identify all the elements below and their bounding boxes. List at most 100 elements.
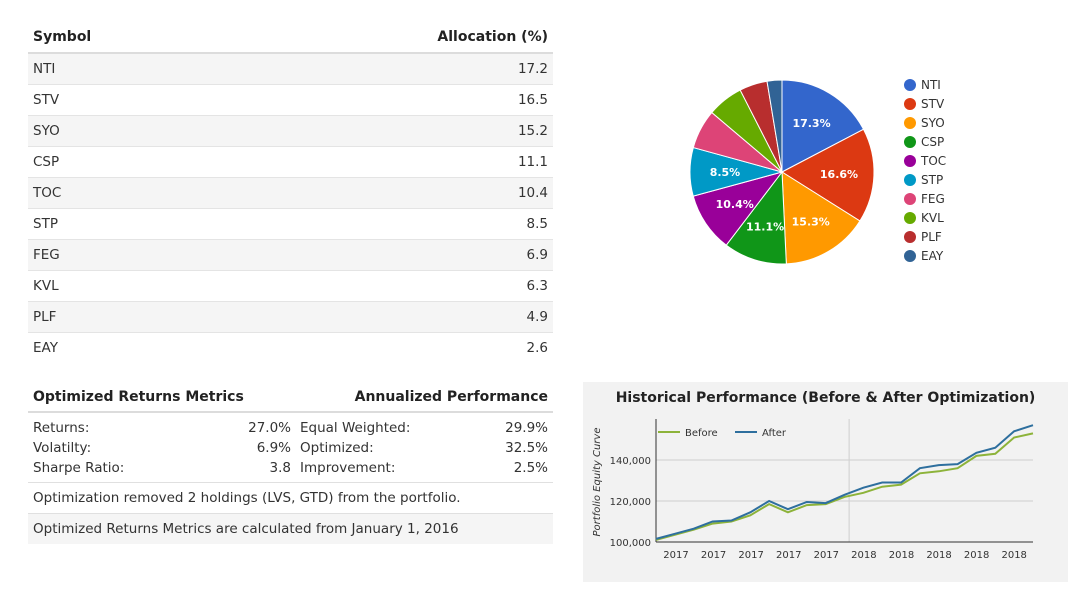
returns-value: 27.0%: [248, 420, 291, 436]
table-row: FEG 6.9: [28, 240, 553, 271]
x-tick-label: 2018: [851, 550, 876, 561]
x-tick-label: 2017: [776, 550, 801, 561]
calculation-period-note: Optimized Returns Metrics are calculated…: [28, 514, 553, 544]
legend-item-eay[interactable]: EAY: [921, 249, 944, 263]
legend-item-feg[interactable]: FEG: [921, 192, 945, 206]
symbol-cell: STV: [33, 92, 60, 108]
legend-swatch: [904, 79, 916, 91]
allocation-column-header: Allocation (%): [437, 29, 548, 45]
allocation-cell: 6.3: [526, 278, 548, 294]
legend-item-kvl[interactable]: KVL: [921, 211, 944, 225]
series-line-before[interactable]: [655, 432, 1034, 541]
x-tick-label: 2017: [814, 550, 839, 561]
improvement-value: 2.5%: [513, 460, 548, 476]
allocation-rows: NTI 17.2 STV 16.5 SYO 15.2 CSP 11.1 TOC 10.4 …: [28, 54, 553, 363]
symbol-cell: FEG: [33, 247, 60, 263]
legend-swatch: [904, 98, 916, 110]
performance-values: 29.9% 32.5% 2.5%: [450, 418, 548, 478]
legend-item-toc[interactable]: TOC: [920, 154, 946, 168]
legend-item-after[interactable]: After: [762, 428, 787, 439]
table-row: STP 8.5: [28, 209, 553, 240]
allocation-cell: 2.6: [526, 340, 548, 356]
line-chart-canvas: 2017 2017 2017 2017 2017 2018 2018 2018 2018 2018…: [592, 419, 1034, 561]
allocation-cell: 10.4: [517, 185, 548, 201]
table-row: KVL 6.3: [28, 271, 553, 302]
x-tick-label: 2018: [964, 550, 989, 561]
historical-performance-chart: Historical Performance (Before & After O…: [583, 382, 1068, 582]
symbol-cell: PLF: [33, 309, 57, 325]
symbol-cell: NTI: [33, 61, 56, 77]
optimized-value: 32.5%: [505, 440, 548, 456]
legend-swatch: [904, 193, 916, 205]
legend-item-csp[interactable]: CSP: [921, 135, 944, 149]
optimized-label: Optimized:: [300, 440, 374, 456]
pie-data-label: 15.3%: [792, 215, 830, 228]
symbol-cell: CSP: [33, 154, 60, 170]
returns-label: Returns:: [33, 420, 90, 436]
metrics-title: Optimized Returns Metrics: [33, 389, 244, 405]
legend-swatch: [904, 174, 916, 186]
sharpe-ratio-label: Sharpe Ratio:: [33, 460, 125, 476]
legend-item-stv[interactable]: STV: [921, 97, 945, 111]
pie-slice-syo[interactable]: [781, 171, 861, 265]
legend-swatch: [904, 212, 916, 224]
allocation-cell: 6.9: [526, 247, 548, 263]
symbol-cell: TOC: [33, 185, 62, 201]
series-line-after[interactable]: [655, 424, 1034, 540]
y-tick-label: 100,000: [610, 538, 651, 549]
legend-swatch: [904, 250, 916, 262]
allocation-cell: 4.9: [526, 309, 548, 325]
equal-weighted-label: Equal Weighted:: [300, 420, 411, 436]
performance-labels: Equal Weighted: Optimized: Improvement:: [291, 418, 450, 478]
allocation-cell: 15.2: [517, 123, 548, 139]
table-row: CSP 11.1: [28, 147, 553, 178]
table-row: PLF 4.9: [28, 302, 553, 333]
symbol-cell: KVL: [33, 278, 59, 294]
pie-data-label: 10.4%: [716, 198, 754, 211]
legend-item-syo[interactable]: SYO: [921, 116, 945, 130]
legend-item-stp[interactable]: STP: [921, 173, 943, 187]
x-tick-label: 2017: [738, 550, 763, 561]
legend-swatch: [904, 136, 916, 148]
y-tick-label: 120,000: [610, 497, 651, 508]
pie-slice-stv[interactable]: [780, 128, 875, 222]
pie-slice-nti[interactable]: [781, 79, 865, 173]
optimized-metrics-table: Optimized Returns Metrics Annualized Per…: [28, 383, 553, 544]
y-axis-label: Portfolio Equity Curve: [592, 428, 603, 537]
allocation-cell: 11.1: [517, 154, 548, 170]
allocation-cell: 16.5: [517, 92, 548, 108]
volatility-value: 6.9%: [256, 440, 291, 456]
x-tick-label: 2017: [701, 550, 726, 561]
pie-slice-csp[interactable]: [725, 170, 787, 265]
table-row: EAY 2.6: [28, 333, 553, 363]
allocation-pie-chart: 17.3% 16.6% 15.3% 11.1% 10.4% 8.5% NTI STV SYO C…: [689, 78, 946, 265]
annualized-performance-title: Annualized Performance: [354, 389, 548, 405]
table-row: STV 16.5: [28, 85, 553, 116]
legend-swatch: [904, 117, 916, 129]
allocation-cell: 8.5: [526, 216, 548, 232]
symbol-cell: EAY: [33, 340, 58, 356]
x-tick-label: 2018: [926, 550, 951, 561]
symbol-cell: STP: [33, 216, 58, 232]
pie-data-label: 16.6%: [820, 168, 858, 181]
x-tick-label: 2017: [663, 550, 688, 561]
x-tick-label: 2018: [889, 550, 914, 561]
metrics-header: Optimized Returns Metrics Annualized Per…: [28, 383, 553, 413]
legend-item-plf[interactable]: PLF: [921, 230, 942, 244]
allocation-cell: 17.2: [517, 61, 548, 77]
removed-holdings-note: Optimization removed 2 holdings (LVS, GT…: [28, 483, 553, 514]
metric-labels: Returns: Volatilty: Sharpe Ratio:: [33, 418, 203, 478]
symbol-column-header: Symbol: [33, 29, 92, 45]
allocation-table: Symbol Allocation (%) NTI 17.2 STV 16.5 SY…: [28, 22, 553, 363]
legend-item-before[interactable]: Before: [685, 428, 718, 439]
allocation-table-header: Symbol Allocation (%): [28, 22, 553, 54]
pie-slice-eay[interactable]: [766, 79, 783, 173]
equal-weighted-value: 29.9%: [505, 420, 548, 436]
x-tick-label: 2018: [1001, 550, 1026, 561]
legend-item-nti[interactable]: NTI: [921, 78, 941, 92]
y-tick-label: 140,000: [610, 456, 651, 467]
metrics-body: Returns: Volatilty: Sharpe Ratio: 27.0% …: [28, 413, 553, 483]
symbol-cell: SYO: [33, 123, 60, 139]
metric-values: 27.0% 6.9% 3.8: [203, 418, 291, 478]
legend-swatch: [904, 155, 916, 167]
